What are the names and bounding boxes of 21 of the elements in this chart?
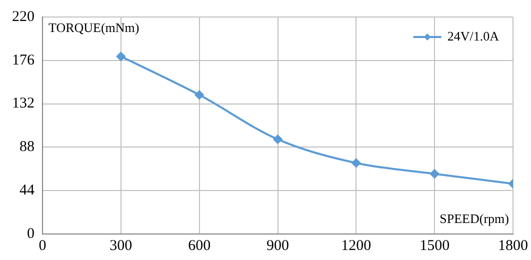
x-tick-label: 0 <box>38 238 46 254</box>
y-tick-label: 220 <box>12 8 34 25</box>
point <box>116 52 126 61</box>
y-tick-label: 88 <box>20 139 34 156</box>
x-tick-label: 1200 <box>341 238 372 254</box>
x-tick-label: 300 <box>110 238 132 254</box>
y-tick-label: 132 <box>12 96 34 112</box>
y-axis-title: TORQUE(mNm) <box>48 20 140 35</box>
x-axis-title: SPEED(rpm) <box>440 210 509 226</box>
x-tick-label: 600 <box>188 238 211 254</box>
y-tick-label: 176 <box>12 52 35 68</box>
y-tick-label: 44 <box>20 182 35 199</box>
y-tick-label: 0 <box>27 226 34 242</box>
point <box>430 169 440 178</box>
x-tick-label: 1500 <box>420 238 450 254</box>
point <box>194 90 204 100</box>
legend-label: 24V/1.0A <box>447 28 500 44</box>
x-tick-label: 1800 <box>498 238 528 254</box>
x-tick-label: 900 <box>266 238 289 254</box>
point <box>273 134 282 144</box>
point <box>352 158 361 168</box>
